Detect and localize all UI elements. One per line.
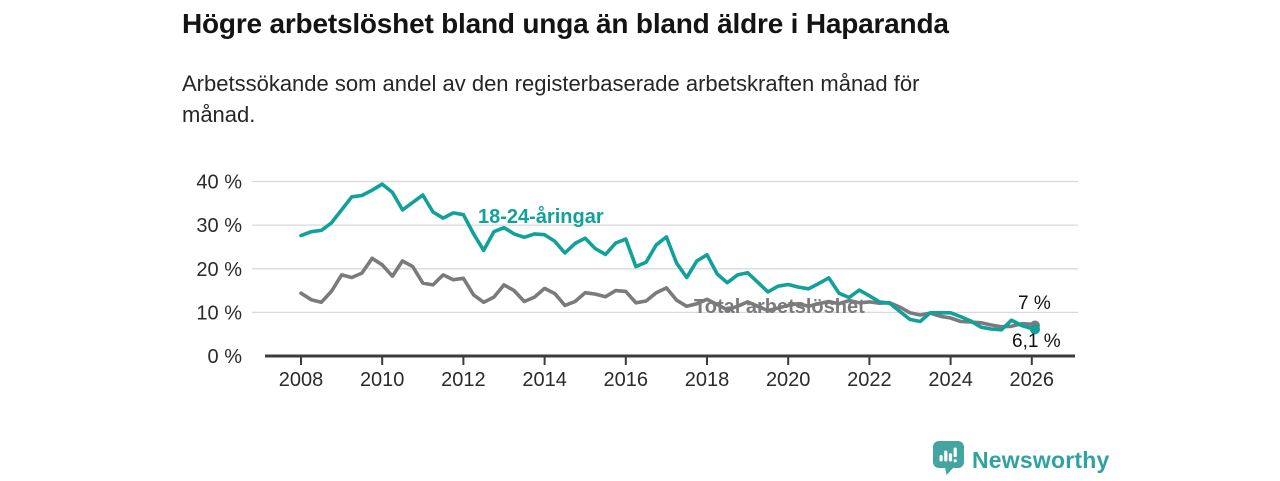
x-tick-label: 2022 [847, 369, 892, 391]
series-label-1: Total arbetslöshet [694, 296, 865, 318]
x-tick-label: 2016 [604, 369, 649, 391]
line-chart-svg: 2008 2010 2012 2014 2016 2018 2020 2022 2024 2026… [196, 172, 1078, 391]
newsworthy-brand-text: Newsworthy [972, 447, 1110, 473]
x-tick-label: 2018 [685, 369, 730, 391]
y-tick-label: 40 % [196, 172, 242, 194]
newsworthy-logo: Newsworthy [932, 440, 1109, 481]
line-chart: 2008 2010 2012 2014 2016 2018 2020 2022 2024 2026… [180, 160, 1090, 410]
series-line-1 [299, 256, 1037, 329]
series-label-0: 18-24-åringar [478, 205, 604, 228]
chart-subtitle-line2: månad. [182, 102, 256, 127]
y-tick-label: 10 % [196, 302, 242, 324]
x-tick-label: 2026 [1010, 369, 1055, 391]
x-tick-label: 2012 [441, 369, 486, 391]
latest-value-label-1: 7 % [1018, 293, 1051, 314]
y-tick-label: 20 % [196, 259, 242, 281]
x-tick-label: 2014 [522, 369, 567, 391]
series-end-dot-0 [1030, 324, 1040, 335]
x-tick-label: 2008 [279, 369, 324, 391]
x-tick-label: 2010 [360, 369, 405, 391]
newsworthy-logo-icon [932, 440, 965, 481]
y-tick-label: 0 % [208, 346, 243, 368]
page-title: Högre arbetslöshet bland unga än bland ä… [182, 8, 949, 39]
x-tick-label: 2024 [928, 369, 973, 391]
series-line-0 [299, 182, 1037, 332]
y-tick-label: 30 % [196, 215, 242, 237]
chart-subtitle-line1: Arbetssökande som andel av den registerb… [182, 71, 920, 96]
chart-subtitle: Arbetssökande som andel av den registerb… [182, 68, 919, 130]
latest-value-label-0: 6,1 % [1012, 331, 1061, 352]
x-tick-label: 2020 [766, 369, 811, 391]
